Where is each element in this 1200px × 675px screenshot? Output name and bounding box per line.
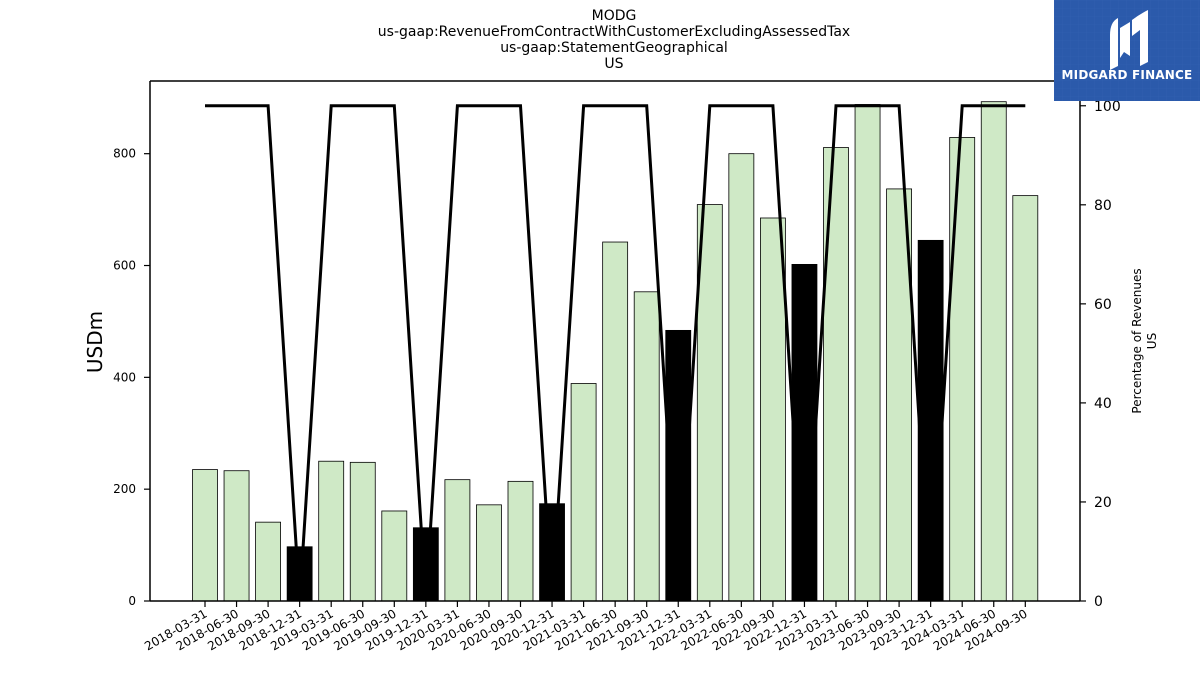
bar-2021-09-30 [633,291,660,602]
bar-2018-06-30 [223,470,250,602]
y-tick-label-left: 0 [128,594,136,608]
x-axis: 2018-03-312018-06-302018-09-302018-12-31… [142,601,1030,653]
bar-2018-03-31 [192,469,218,602]
title-line-2: us-gaap:StatementGeographical [500,40,728,56]
y-tick-label-right: 20 [1094,495,1112,511]
bar-2023-03-31 [823,147,849,602]
bar-2020-09-30 [507,480,534,602]
chart-title: MODGus-gaap:RevenueFromContractWithCusto… [378,8,850,72]
bar-2019-06-30 [349,461,376,602]
bar-2024-06-30 [980,101,1007,602]
y-axis-label-right-line-1: US [1145,333,1159,349]
left-y-axis: 0 200 400 600 800 [113,147,150,608]
y-tick-label-left: 200 [113,482,136,496]
right-y-axis: 0 20 40 60 80 100 [1080,99,1121,610]
y-axis-label-left: USDm [83,311,107,373]
bar-2019-09-30 [381,510,408,602]
y-tick-label-left: 400 [113,370,136,384]
y-tick-label-right: 100 [1094,99,1121,115]
bar-2018-09-30 [255,521,282,602]
bar-2020-06-30 [476,504,502,602]
percentage-line-series [205,104,1026,602]
title-line-1: us-gaap:RevenueFromContractWithCustomerE… [378,24,850,40]
bar-2020-03-31 [444,479,471,602]
bar-2020-12-31 [539,503,565,602]
y-axis-label-right: Percentage of Revenues US [1130,268,1159,413]
bar-2024-03-31 [949,137,976,602]
bar-2022-09-30 [760,217,786,602]
bar-2022-06-30 [728,153,755,602]
bar-2023-12-31 [917,239,944,602]
y-tick-label-right: 60 [1094,297,1112,313]
midgard-mark-icon [1054,0,1200,101]
percentage-line [205,104,1026,602]
bar-2021-06-30 [602,241,629,602]
y-tick-label-right: 0 [1094,594,1103,610]
title-line-3: US [604,56,623,72]
bar-2022-12-31 [791,263,818,602]
bar-2023-06-30 [854,104,881,602]
title-line-0: MODG [592,8,637,24]
y-tick-label-right: 40 [1094,396,1112,412]
midgard-finance-logo: MIDGARD FINANCE [1054,0,1200,101]
bar-2019-03-31 [318,460,345,602]
bar-series [192,101,1039,602]
y-tick-label-left: 800 [113,147,136,161]
bar-2024-09-30 [1012,195,1039,602]
logo-text: MIDGARD FINANCE [1061,68,1193,82]
y-tick-label-left: 600 [113,259,136,273]
bar-2021-03-31 [570,383,597,602]
y-tick-label-right: 80 [1094,198,1112,214]
y-axis-label-right-line-0: Percentage of Revenues [1130,268,1144,413]
